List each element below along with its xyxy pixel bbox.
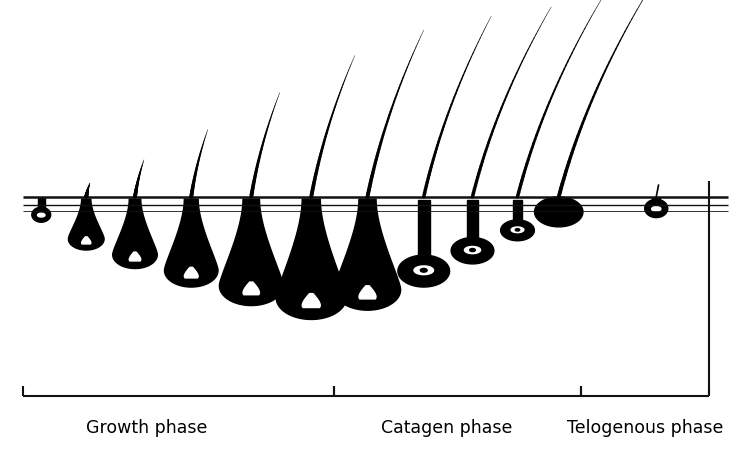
Polygon shape bbox=[184, 267, 198, 278]
Polygon shape bbox=[38, 213, 45, 217]
Polygon shape bbox=[514, 200, 521, 221]
Polygon shape bbox=[652, 206, 661, 211]
Polygon shape bbox=[467, 200, 478, 239]
Polygon shape bbox=[418, 200, 430, 257]
Polygon shape bbox=[112, 199, 158, 269]
Polygon shape bbox=[82, 237, 91, 244]
Text: Growth phase: Growth phase bbox=[86, 419, 207, 437]
Polygon shape bbox=[501, 220, 534, 241]
Polygon shape bbox=[470, 249, 476, 251]
Polygon shape bbox=[68, 199, 104, 250]
Polygon shape bbox=[645, 199, 668, 218]
Polygon shape bbox=[512, 227, 524, 233]
Polygon shape bbox=[398, 255, 449, 287]
Polygon shape bbox=[414, 266, 434, 275]
Polygon shape bbox=[515, 229, 520, 231]
Polygon shape bbox=[243, 282, 260, 295]
Polygon shape bbox=[38, 198, 45, 209]
Polygon shape bbox=[32, 207, 51, 222]
Polygon shape bbox=[420, 269, 428, 272]
Polygon shape bbox=[359, 286, 376, 299]
Polygon shape bbox=[164, 199, 218, 287]
Polygon shape bbox=[220, 199, 284, 306]
Text: Catagen phase: Catagen phase bbox=[380, 419, 512, 437]
Polygon shape bbox=[129, 252, 141, 261]
Polygon shape bbox=[464, 246, 481, 254]
Polygon shape bbox=[652, 198, 660, 201]
Polygon shape bbox=[535, 197, 583, 227]
Polygon shape bbox=[302, 294, 320, 307]
Polygon shape bbox=[334, 199, 400, 310]
Polygon shape bbox=[452, 238, 494, 264]
Text: Telogenous phase: Telogenous phase bbox=[567, 419, 723, 437]
Polygon shape bbox=[276, 199, 346, 319]
Polygon shape bbox=[550, 199, 567, 201]
